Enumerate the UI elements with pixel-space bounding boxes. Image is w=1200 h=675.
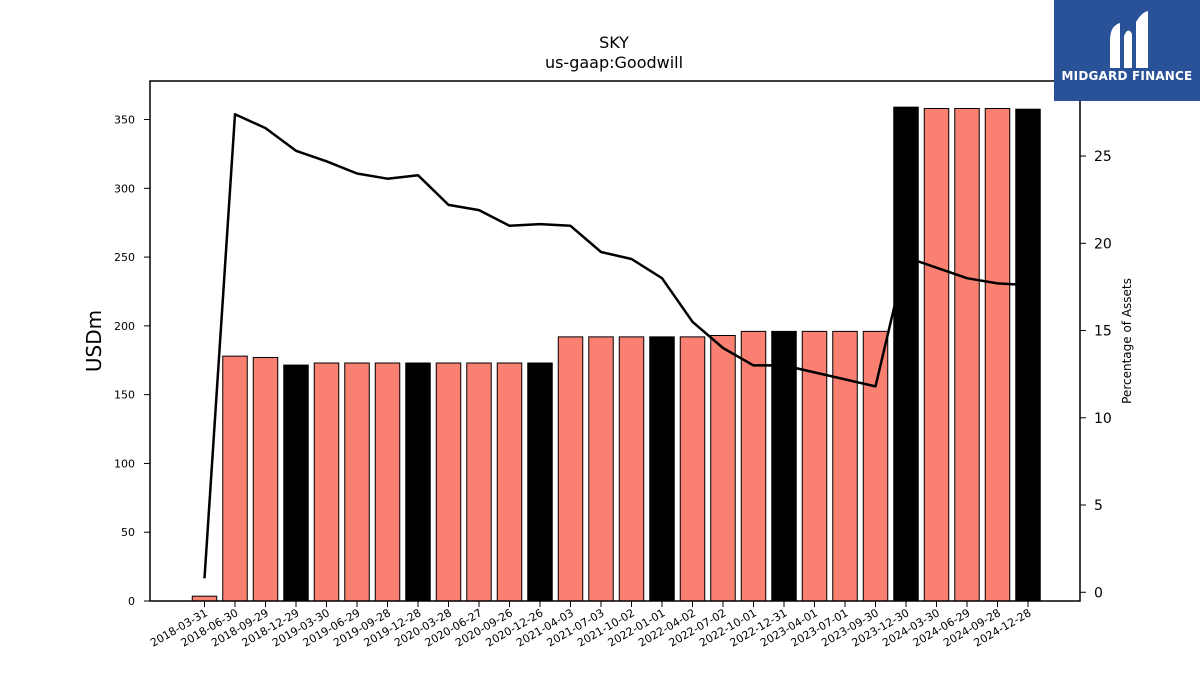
right-axis-ticks: 0 5 10 15 20 25: [1080, 149, 1112, 601]
left-tick-label: 50: [121, 526, 135, 539]
left-tick-label: 350: [114, 114, 135, 127]
bar-2019-09-28: [374, 362, 401, 602]
bar-2022-04-02: [679, 336, 706, 602]
bar-2020-03-28: [435, 362, 462, 602]
bar-2019-03-30: [313, 362, 340, 602]
y-axis-label: USDm: [82, 310, 106, 372]
bar-2022-10-01: [740, 330, 767, 602]
bar-2021-07-03: [588, 336, 614, 602]
bar-2022-12-31: [771, 330, 797, 602]
bar-series: [191, 106, 1041, 602]
left-tick-label: 100: [114, 457, 135, 470]
bar-2020-06-27: [466, 362, 492, 602]
right-tick-label: 25: [1094, 149, 1112, 165]
right-tick-label: 0: [1094, 585, 1103, 601]
bar-2024-03-30: [923, 108, 950, 602]
bar-2019-06-29: [344, 362, 370, 602]
right-tick-label: 5: [1094, 498, 1103, 514]
right-tick-label: 15: [1094, 324, 1112, 340]
bar-2019-12-28: [405, 362, 431, 602]
chart-title: SKY: [599, 33, 629, 52]
bar-2020-09-26: [496, 362, 523, 602]
bar-2018-06-30: [222, 355, 248, 602]
bar-2021-04-03: [557, 336, 584, 602]
bar-2024-06-29: [954, 108, 980, 602]
left-tick-label: 150: [114, 389, 135, 402]
right-tick-label: 20: [1094, 236, 1112, 252]
left-tick-label: 300: [114, 182, 135, 195]
bar-2022-07-02: [710, 334, 736, 602]
chart-subtitle: us-gaap:Goodwill: [545, 53, 683, 72]
midgard-logo-icon: [1110, 11, 1148, 69]
bar-2024-09-28: [984, 108, 1011, 602]
left-tick-label: 200: [114, 320, 135, 333]
bar-2020-12-26: [527, 362, 553, 602]
right-tick-label: 10: [1094, 411, 1112, 427]
bar-2024-12-28: [1015, 108, 1041, 602]
brand-name: MIDGARD FINANCE: [1061, 69, 1193, 83]
bar-2018-12-29: [283, 364, 309, 602]
bar-2023-07-01: [832, 330, 858, 602]
bar-2023-09-30: [862, 330, 889, 602]
bar-2023-12-30: [893, 106, 919, 602]
bar-2018-09-29: [252, 357, 279, 602]
bar-2021-10-02: [618, 336, 645, 602]
y2-axis-label: Percentage of Assets: [1120, 278, 1134, 404]
brand-logo: MIDGARD FINANCE: [1054, 0, 1200, 101]
left-tick-label: 250: [114, 251, 135, 264]
percentage-line-series: [203, 112, 1029, 579]
percentage-of-assets-line: [203, 112, 1029, 579]
left-tick-label: 0: [128, 595, 135, 608]
bar-2022-01-01: [649, 336, 675, 602]
plot-frame: [149, 80, 1081, 602]
left-axis-ticks: 0 50 100 150 200 250 300 350: [114, 114, 150, 608]
x-axis-ticks: 2018-03-312018-06-302018-09-292018-12-29…: [148, 601, 1034, 650]
bar-2023-04-01: [801, 330, 828, 602]
